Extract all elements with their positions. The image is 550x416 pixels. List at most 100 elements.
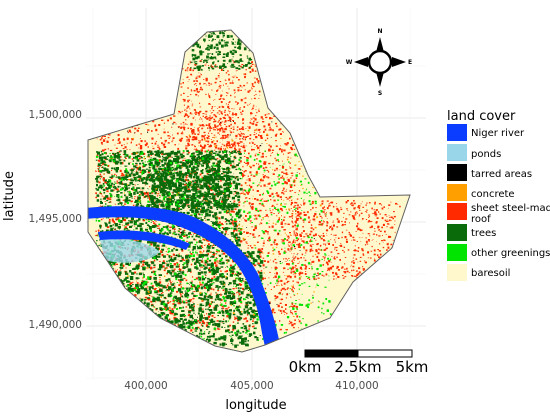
sheet-steel-roof-patch (185, 147, 188, 150)
trees-patch (117, 198, 121, 202)
sheet-steel-roof-patch (312, 244, 314, 245)
sheet-steel-roof-patch (296, 218, 299, 220)
sheet-steel-roof-patch (286, 182, 288, 185)
sheet-steel-roof-patch (215, 77, 218, 80)
sheet-steel-roof-patch (358, 271, 361, 274)
sheet-steel-roof-patch (350, 211, 352, 213)
sheet-steel-roof-patch (142, 260, 145, 263)
trees-patch (209, 201, 212, 204)
sheet-steel-roof-patch (255, 133, 257, 135)
trees-patch (101, 166, 104, 169)
sheet-steel-roof-patch (192, 129, 195, 132)
sheet-steel-roof-patch (247, 245, 250, 246)
trees-patch (205, 212, 209, 217)
sheet-steel-roof-patch (294, 272, 296, 275)
sheet-steel-roof-patch (298, 299, 300, 300)
sheet-steel-roof-patch (337, 253, 340, 255)
trees-patch (130, 180, 134, 182)
trees-patch (211, 247, 215, 249)
sheet-steel-roof-patch (244, 219, 246, 221)
sheet-steel-roof-patch (178, 110, 181, 113)
sheet-steel-roof-patch (133, 287, 136, 290)
sheet-steel-roof-patch (298, 243, 300, 246)
sheet-steel-roof-patch (323, 249, 326, 251)
sheet-steel-roof-patch (244, 201, 246, 203)
sheet-steel-roof-patch (172, 281, 173, 282)
sheet-steel-roof-patch (191, 113, 193, 115)
trees-patch (148, 218, 151, 221)
sheet-steel-roof-patch (383, 206, 385, 208)
sheet-steel-roof-patch (305, 271, 307, 272)
sheet-steel-roof-patch (278, 250, 280, 253)
sheet-steel-roof-patch (234, 279, 237, 280)
sheet-steel-roof-patch (221, 222, 223, 225)
sheet-steel-roof-patch (213, 170, 216, 172)
sheet-steel-roof-patch (117, 139, 120, 142)
sheet-steel-roof-patch (209, 125, 211, 128)
sheet-steel-roof-patch (213, 253, 215, 256)
sheet-steel-roof-patch (247, 247, 249, 249)
sheet-steel-roof-patch (351, 239, 353, 241)
trees-patch (211, 165, 213, 167)
sheet-steel-roof-patch (207, 134, 209, 136)
sheet-steel-roof-patch (251, 247, 254, 249)
sheet-steel-roof-patch (289, 275, 292, 279)
sheet-steel-roof-patch (151, 142, 153, 144)
sheet-steel-roof-patch (179, 138, 182, 141)
trees-patch (138, 218, 141, 221)
sheet-steel-roof-patch (254, 64, 256, 66)
sheet-steel-roof-patch (330, 239, 332, 240)
sheet-steel-roof-patch (178, 268, 180, 270)
sheet-steel-roof-patch (220, 101, 223, 103)
sheet-steel-roof-patch (258, 167, 261, 169)
sheet-steel-roof-patch (190, 73, 192, 76)
sheet-steel-roof-patch (357, 227, 360, 231)
sheet-steel-roof-patch (200, 297, 202, 299)
trees-patch (112, 186, 115, 189)
sheet-steel-roof-patch (245, 191, 248, 193)
sheet-steel-roof-patch (219, 180, 222, 182)
sheet-steel-roof-patch (250, 206, 253, 209)
trees-patch (198, 240, 202, 243)
sheet-steel-roof-patch (318, 258, 320, 261)
sheet-steel-roof-patch (303, 202, 306, 205)
sheet-steel-roof-patch (361, 201, 363, 203)
trees-patch (219, 165, 221, 168)
sheet-steel-roof-patch (230, 121, 232, 123)
sheet-steel-roof-patch (209, 123, 211, 125)
sheet-steel-roof-patch (289, 237, 290, 239)
sheet-steel-roof-patch (333, 257, 335, 260)
sheet-steel-roof-patch (371, 221, 373, 222)
sheet-steel-roof-patch (140, 133, 143, 135)
sheet-steel-roof-patch (227, 144, 230, 147)
sheet-steel-roof-patch (331, 262, 332, 263)
sheet-steel-roof-patch (224, 79, 226, 81)
trees-patch (224, 227, 228, 231)
sheet-steel-roof-patch (358, 205, 360, 207)
trees-patch (199, 211, 202, 213)
trees-patch (220, 184, 222, 186)
sheet-steel-roof-patch (122, 148, 125, 150)
sheet-steel-roof-patch (246, 320, 249, 323)
sheet-steel-roof-patch (236, 69, 238, 71)
sheet-steel-roof-patch (269, 128, 272, 131)
sheet-steel-roof-patch (164, 139, 167, 142)
sheet-steel-roof-patch (245, 162, 248, 164)
sheet-steel-roof-patch (213, 121, 215, 123)
sheet-steel-roof-patch (350, 203, 352, 205)
sheet-steel-roof-patch (362, 266, 364, 268)
sheet-steel-roof-patch (252, 84, 254, 86)
sheet-steel-roof-patch (221, 90, 223, 92)
sheet-steel-roof-patch (238, 128, 241, 130)
sheet-steel-roof-patch (272, 209, 274, 211)
sheet-steel-roof-patch (239, 299, 242, 302)
sheet-steel-roof-patch (268, 220, 270, 222)
sheet-steel-roof-patch (173, 121, 176, 124)
sheet-steel-roof-patch (256, 158, 258, 160)
sheet-steel-roof-patch (251, 206, 254, 209)
sheet-steel-roof-patch (275, 122, 277, 125)
sheet-steel-roof-patch (317, 277, 320, 279)
trees-patch (231, 196, 235, 200)
trees-patch (163, 167, 166, 169)
sheet-steel-roof-patch (228, 136, 230, 137)
